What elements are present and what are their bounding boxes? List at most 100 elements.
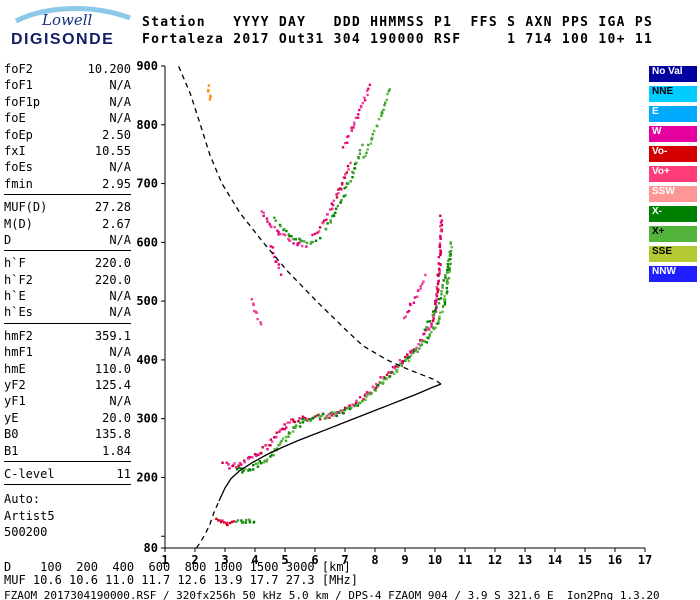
parameter-value: 27.28 — [94, 200, 131, 215]
svg-text:300: 300 — [136, 412, 158, 426]
parameter-label: 500200 — [4, 525, 48, 540]
svg-text:800: 800 — [136, 118, 158, 132]
parameter-label: foEp — [4, 127, 33, 142]
parameter-value: 20.0 — [102, 410, 131, 425]
parameter-row: MUF(D) 27.28 — [4, 199, 131, 215]
parameter-label: foF1 — [4, 78, 33, 93]
parameter-label: fmin — [4, 176, 33, 191]
parameter-group: hmF2 359.1 hmF1 N/A hmE 110.0 yF2 125.4 yF1 N/A yE… — [4, 328, 131, 462]
parameter-label: foEs — [4, 160, 33, 175]
parameter-value: 2.95 — [102, 176, 131, 191]
parameter-value: 1.84 — [102, 443, 131, 458]
muf-distance-table: D 100 200 400 600 800 1000 1500 3000 [km… — [4, 560, 359, 587]
series-spread-mid-left — [250, 298, 263, 326]
parameter-row: h`Es N/A — [4, 304, 131, 320]
svg-text:700: 700 — [136, 177, 158, 191]
parameter-value: 2.67 — [102, 216, 131, 231]
logo-brand: Lowell — [41, 11, 93, 29]
legend-item-w: W — [649, 126, 697, 142]
parameter-label: D — [4, 232, 12, 247]
parameter-label: h`F2 — [4, 272, 33, 287]
parameter-row: B0 135.8 — [4, 426, 131, 442]
parameter-value: 359.1 — [94, 328, 131, 343]
parameter-label: yF2 — [4, 378, 26, 393]
series-es-trace-x — [235, 518, 256, 525]
parameter-row: yF1 N/A — [4, 393, 131, 409]
legend-item-vo-: Vo- — [649, 146, 697, 162]
parameter-row: h`E N/A — [4, 288, 131, 304]
file-info-line: FZAOM_2017304190000.RSF / 320fx256h 50 k… — [4, 589, 660, 600]
footer-block: D 100 200 400 600 800 1000 1500 3000 [km… — [4, 561, 660, 600]
logo-swoosh-icon — [14, 6, 131, 24]
parameter-value: N/A — [109, 232, 131, 247]
parameter-label: h`Es — [4, 305, 33, 320]
parameter-row: foF1 N/A — [4, 77, 131, 93]
parameter-group: MUF(D) 27.28 M(D) 2.67 D N/A — [4, 199, 131, 252]
series-noise-top-left — [207, 84, 212, 101]
parameter-row: foE N/A — [4, 110, 131, 126]
parameter-row: h`F2 220.0 — [4, 272, 131, 288]
parameter-row: Artist5 — [4, 508, 131, 524]
legend-item-x-: X- — [649, 206, 697, 222]
parameter-label: M(D) — [4, 216, 33, 231]
series-spread-asymptote-x — [423, 253, 452, 331]
echo-status-legend: No Val NNE E W Vo- Vo+ SSW X- X+ SSE NNW — [649, 66, 697, 286]
svg-text:900: 900 — [136, 59, 158, 73]
parameter-label: B0 — [4, 427, 19, 442]
series-true-height-profile — [218, 383, 442, 502]
parameter-label: MUF(D) — [4, 200, 48, 215]
parameter-row: Auto: — [4, 491, 131, 507]
parameter-label: h`F — [4, 256, 26, 271]
parameter-row: C-level 11 — [4, 466, 131, 482]
parameter-row: D N/A — [4, 232, 131, 248]
legend-item-nne: NNE — [649, 86, 697, 102]
parameter-label: foF1p — [4, 94, 41, 109]
parameter-group: C-level 11 — [4, 466, 131, 486]
parameter-label: fxI — [4, 143, 26, 158]
legend-item-e: E — [649, 106, 697, 122]
parameter-label: hmF1 — [4, 345, 33, 360]
series-spread-upper-o — [341, 83, 372, 149]
parameter-row: 500200 — [4, 524, 131, 540]
parameter-row: fxI 10.55 — [4, 143, 131, 159]
legend-item-x+: X+ — [649, 226, 697, 242]
series-es-trace-o — [215, 517, 236, 527]
series-second-hop-rise-o — [311, 161, 352, 237]
series-profile-model-bottomside — [195, 500, 220, 549]
parameter-row: foF1p N/A — [4, 94, 131, 110]
parameter-row: yE 20.0 — [4, 410, 131, 426]
svg-text:400: 400 — [136, 353, 158, 367]
legend-item-ssw: SSW — [649, 186, 697, 202]
parameter-row: hmE 110.0 — [4, 361, 131, 377]
parameter-value: 10.55 — [94, 143, 131, 158]
series-second-hop-flat-x — [273, 216, 322, 245]
parameter-label: hmE — [4, 361, 26, 376]
parameter-panel: foF2 10.200 foF1 N/A foF1p N/A foE N/A foEp 2.50 f… — [4, 61, 131, 547]
parameter-value: N/A — [109, 394, 131, 409]
parameter-value: 11 — [116, 466, 131, 481]
parameter-label: foE — [4, 111, 26, 126]
parameter-row: foEs N/A — [4, 159, 131, 175]
parameter-row: M(D) 2.67 — [4, 216, 131, 232]
parameter-label: yE — [4, 410, 19, 425]
parameter-label: B1 — [4, 443, 19, 458]
parameter-label: C-level — [4, 466, 55, 481]
parameter-row: foEp 2.50 — [4, 127, 131, 143]
parameter-value: 220.0 — [94, 272, 131, 287]
legend-item-vo+: Vo+ — [649, 166, 697, 182]
parameter-group: h`F 220.0 h`F2 220.0 h`E N/A h`Es N/A — [4, 255, 131, 324]
svg-text:80: 80 — [144, 541, 158, 555]
parameter-label: foF2 — [4, 62, 33, 76]
series-spread-asymptote-o — [402, 273, 427, 320]
series-x-trace — [236, 241, 453, 474]
parameter-row: B1 1.84 — [4, 443, 131, 459]
parameter-row: hmF1 N/A — [4, 344, 131, 360]
header-columns-row: Station YYYY DAY DDD HHMMSS P1 FFS S AXN… — [142, 15, 654, 30]
series-profile-model-topside — [177, 65, 442, 385]
header-block: Station YYYY DAY DDD HHMMSS P1 FFS S AXN… — [142, 14, 653, 48]
header-values-row: Fortaleza 2017 Out31 304 190000 RSF 1 71… — [142, 32, 654, 47]
parameter-row: foF2 10.200 — [4, 61, 131, 77]
parameter-row: hmF2 359.1 — [4, 328, 131, 344]
parameter-value: 220.0 — [94, 256, 131, 271]
